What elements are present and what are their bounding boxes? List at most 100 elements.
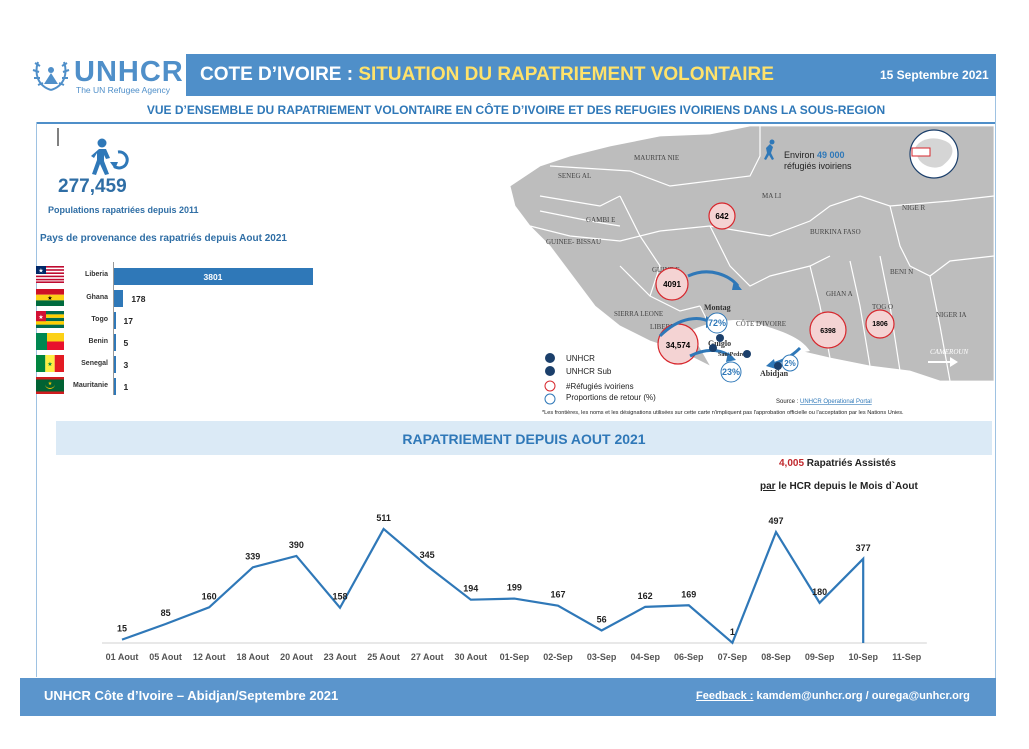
map-label: NIGE R: [902, 204, 925, 212]
refugee-bubbles: 642 4091 34,574 6398 1806: [655, 202, 895, 365]
map-label: CÔTE D'IVOIRE: [736, 320, 786, 328]
footer-feedback: Feedback : kamdem@unhcr.org / ourega@unh…: [696, 690, 970, 702]
data-label: 180: [812, 587, 827, 597]
refugee-bubble-guinea: [655, 267, 689, 301]
title-bar: [186, 54, 996, 96]
map-label: BURKINA FASO: [810, 228, 861, 236]
map-disclaimer: *Les frontières, les noms et les désigna…: [542, 410, 904, 416]
data-label: 85: [161, 608, 171, 618]
x-tick-label: 08-Sep: [761, 652, 791, 662]
repatriation-line-chart: 01 Aout 15 05 Aout 85 12 Aout 160 18 Aout 339 20…: [102, 513, 927, 662]
map-label: NIGER IA: [936, 311, 967, 319]
west-africa-map: MAURITA NIE SENEG AL GAMBI E GUINEE- BIS…: [510, 126, 994, 426]
svg-text:★: ★: [38, 314, 43, 321]
x-tick-label: 25 Aout: [367, 652, 400, 662]
subtitle-bar: [36, 98, 996, 124]
country-name: Senegal: [81, 360, 108, 367]
data-label: 199: [507, 583, 522, 593]
data-label: 345: [420, 550, 435, 560]
map-legend: UNHCR UNHCR Sub #Réfugiés ivoiriens Prop…: [544, 353, 656, 405]
frame-right: [995, 96, 996, 716]
report-date: 15 Septembre 2021: [880, 68, 989, 82]
country-name: Togo: [91, 316, 108, 323]
ghana-flag-icon: ★: [36, 289, 64, 306]
total-repatriated: 277,459: [58, 176, 127, 197]
country-name: Ghana: [86, 294, 108, 301]
data-label: 160: [202, 591, 217, 601]
map-source: Source : UNHCR Operational Portal: [776, 399, 872, 405]
x-tick-label: 30 Aout: [454, 652, 487, 662]
origin-bar-value: 17: [123, 316, 133, 326]
data-label: 497: [768, 516, 783, 526]
x-tick-label: 04-Sep: [630, 652, 660, 662]
x-tick-label: 09-Sep: [805, 652, 835, 662]
svg-text:#Réfugiés ivoiriens: #Réfugiés ivoiriens: [566, 382, 634, 391]
togo-flag-icon: ★: [36, 311, 64, 328]
series-line: [121, 527, 865, 645]
assisted-line-2: par le HCR depuis le Mois d`Aout: [760, 481, 918, 492]
data-label: 1: [730, 627, 735, 637]
assisted-text-2: le HCR depuis le Mois d`Aout: [775, 481, 918, 492]
feedback-label: Feedback :: [696, 690, 754, 702]
x-tick-label: 02-Sep: [543, 652, 573, 662]
map-label: MA LI: [762, 192, 782, 200]
origin-bar: [114, 312, 116, 329]
country-name: Benin: [88, 338, 108, 345]
feedback-emails[interactable]: kamdem@unhcr.org / ourega@unhcr.org: [753, 690, 970, 702]
svg-text:réfugiés ivoiriens: réfugiés ivoiriens: [784, 161, 852, 171]
x-tick-label: 20 Aout: [280, 652, 313, 662]
map-label: GHAN A: [826, 290, 853, 298]
origin-bar: [114, 268, 313, 285]
map-label: BENI N: [890, 268, 913, 276]
map-label: CAMEROUN: [930, 348, 968, 356]
svg-text:UNHCR Sub: UNHCR Sub: [566, 367, 612, 376]
data-label: 15: [117, 624, 127, 634]
page-title: COTE D’IVOIRE : SITUATION DU RAPATRIEMEN…: [200, 64, 774, 86]
place-name: San-Pedro: [718, 352, 745, 358]
svg-text:★: ★: [47, 361, 52, 368]
data-label: 169: [681, 589, 696, 599]
x-tick-label: 18 Aout: [236, 652, 269, 662]
origin-chart-title: Pays de provenance des rapatriés depuis …: [40, 233, 287, 244]
x-tick-label: 06-Sep: [674, 652, 704, 662]
refugee-bubble-ghana: [809, 311, 847, 349]
x-tick-label: 23 Aout: [324, 652, 357, 662]
data-label: 56: [597, 615, 607, 625]
origin-bar-value: 178: [131, 294, 146, 304]
origin-chart-axis: [113, 262, 114, 395]
title-country: COTE D’IVOIRE :: [200, 64, 359, 85]
total-label: Populations rapatriées depuis 2011: [48, 205, 199, 215]
bubble-label: 642: [715, 212, 729, 221]
cursor-mark: [57, 128, 59, 146]
svg-text:UNHCR: UNHCR: [566, 354, 595, 363]
assisted-line-1: 4,005 Rapatriés Assistés: [779, 458, 896, 469]
map-label: TOG O: [872, 303, 893, 311]
map-label: GAMBI E: [586, 216, 615, 224]
bubble-label: 34,574: [666, 341, 691, 350]
svg-text:★: ★: [48, 381, 53, 387]
logo-text: UNHCR: [74, 56, 184, 88]
mauritania-flag-icon: ★: [36, 377, 64, 394]
chart-title-band: [56, 421, 992, 455]
map-label: LIBERI A: [650, 323, 679, 331]
svg-text:Proportions de retour (%): Proportions de retour (%): [566, 393, 656, 402]
origin-bar-value: 5: [123, 338, 129, 348]
return-percentage: 72%: [708, 318, 726, 328]
place-name: Montag: [704, 303, 731, 312]
map-label: SIERRA LEONE: [614, 310, 663, 318]
x-tick-label: 12 Aout: [193, 652, 226, 662]
data-label: 167: [550, 590, 565, 600]
refugee-bubble-togo: [865, 309, 895, 339]
footer-bar: [20, 678, 996, 716]
return-percentage: 2%: [784, 359, 796, 368]
liberia-flag-icon: ★: [36, 266, 64, 283]
country-name: Mauritanie: [72, 382, 108, 389]
title-topic: SITUATION DU RAPATRIEMENT VOLONTAIRE: [358, 64, 774, 85]
x-tick-label: 05 Aout: [149, 652, 182, 662]
inset-globe: [909, 129, 959, 179]
origin-bar: [114, 378, 116, 395]
data-label: 390: [289, 540, 304, 550]
svg-text:★: ★: [47, 295, 52, 302]
data-label: 162: [638, 591, 653, 601]
refugee-bubble-mali: [708, 202, 736, 230]
